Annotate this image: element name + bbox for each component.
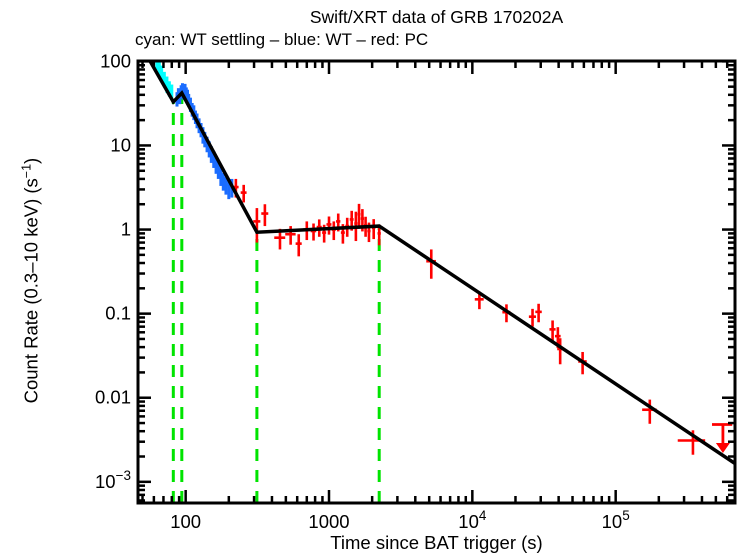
x-tick-label: 105 xyxy=(602,508,630,532)
series-pc xyxy=(233,178,706,455)
x-tick-label: 100 xyxy=(170,511,201,532)
plot-data-layer xyxy=(147,60,735,503)
y-tick-label: 10−3 xyxy=(95,468,131,492)
x-tick-label: 1000 xyxy=(308,511,349,532)
y-tick-label: 100 xyxy=(100,50,131,71)
fit-line xyxy=(147,60,735,465)
x-axis-label: Time since BAT trigger (s) xyxy=(330,532,543,553)
y-tick-label: 10 xyxy=(110,134,131,155)
axis-ticks xyxy=(138,60,735,503)
upper-limit xyxy=(712,423,733,454)
chart-legend-subtitle: cyan: WT settling – blue: WT – red: PC xyxy=(135,30,429,49)
y-tick-label: 1 xyxy=(121,219,131,240)
upper-limit-arrowhead xyxy=(715,443,730,454)
y-tick-label: 0.1 xyxy=(105,303,131,324)
y-tick-label: 0.01 xyxy=(95,387,131,408)
chart-title: Swift/XRT data of GRB 170202A xyxy=(309,7,564,27)
x-tick-label: 104 xyxy=(458,508,487,532)
plot-frame xyxy=(136,59,737,505)
